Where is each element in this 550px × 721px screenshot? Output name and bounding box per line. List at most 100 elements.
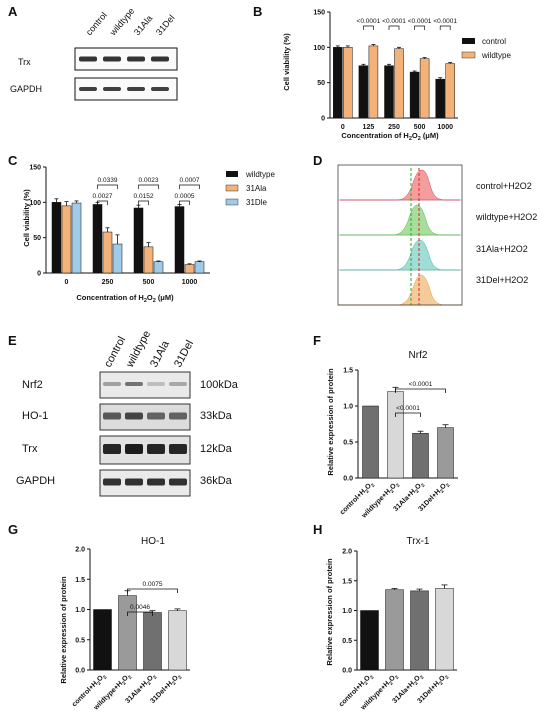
x-tick-label: 0: [341, 124, 345, 131]
legend-label: wildtype: [481, 51, 511, 60]
blot-band: [151, 87, 169, 91]
blot-box: [74, 77, 178, 101]
blot-size-label: 36kDa: [200, 475, 233, 487]
x-axis-label: Concentration of H2O2 (μM): [76, 293, 174, 304]
p-value-label: 0.0075: [143, 581, 163, 588]
flow-histograms: control+H2O2 wildtype+H2O2 31Ala+H2O2 31…: [337, 164, 537, 306]
lane-label: 31Ala: [132, 13, 154, 37]
bar: [71, 202, 82, 274]
blot-e: control wildtype 31Ala 31Del Nrf2 HO-1 T…: [16, 329, 239, 497]
y-tick-label: 0.5: [342, 638, 352, 645]
bar: [445, 63, 455, 119]
p-value-label: <0.0001: [433, 18, 457, 25]
x-axis-label: Concentration of H2O2 (μM): [341, 131, 439, 142]
bar: [153, 261, 164, 274]
bar: [435, 588, 454, 671]
p-value-label: 0.0152: [134, 193, 154, 200]
blot-band: [169, 382, 187, 386]
y-tick-label: 0.5: [75, 637, 85, 644]
panel-label-g: G: [8, 522, 18, 537]
bar: [368, 45, 379, 119]
significance-bracket: [97, 200, 108, 205]
blot-band: [169, 412, 187, 420]
blot-band: [147, 478, 165, 486]
bar: [174, 206, 185, 274]
panel-label-c: C: [8, 153, 18, 168]
bar: [343, 47, 353, 119]
legend-label: 31Ala: [246, 184, 267, 193]
blot-a: control wildtype 31Ala 31Del Trx GAPDH: [10, 6, 178, 101]
p-value-label: <0.0001: [357, 18, 381, 25]
blot-band: [103, 382, 121, 386]
blot-band: [125, 412, 143, 420]
bar: [194, 261, 205, 274]
bar: [184, 264, 195, 274]
y-tick-label: 100: [29, 200, 41, 207]
panel-label-a: A: [8, 4, 18, 19]
p-value-label: <0.0001: [408, 18, 432, 25]
blot-size-label: 33kDa: [200, 410, 233, 422]
bar: [384, 65, 394, 119]
blot-band: [147, 412, 165, 420]
significance-bracket: [127, 611, 153, 616]
chart-title: Trx-1: [407, 536, 430, 547]
y-tick-label: 0.0: [343, 476, 353, 483]
significance-bracket: [395, 412, 421, 417]
lane-label: 31Del: [154, 13, 177, 37]
bar: [419, 58, 430, 119]
panel-label-e: E: [8, 333, 17, 348]
x-tick-label: 500: [414, 124, 426, 131]
bar: [410, 590, 429, 671]
blot-band: [79, 56, 97, 62]
blot-band: [103, 412, 121, 420]
blot-band: [103, 478, 121, 486]
bar: [333, 47, 343, 119]
lane-label: 31Ala: [148, 338, 172, 369]
bar: [143, 612, 162, 671]
blot-band: [125, 478, 143, 486]
y-tick-label: 2.0: [75, 547, 85, 554]
p-value-label: 0.0339: [98, 177, 118, 184]
legend-swatch: [225, 198, 239, 206]
flow-row-label: 31Del+H2O2: [476, 275, 528, 285]
blot-band: [103, 444, 121, 454]
blot-band: [79, 87, 97, 91]
y-tick-label: 100: [313, 45, 325, 52]
bar: [133, 207, 144, 274]
y-tick-label: 50: [33, 235, 41, 242]
bar: [143, 246, 154, 274]
legend-swatch: [462, 38, 475, 44]
x-tick-label: 500: [143, 279, 155, 286]
blot-band: [103, 87, 121, 91]
p-value-label: <0.0001: [396, 405, 420, 412]
y-tick-label: 0.5: [343, 440, 353, 447]
legend-label: 31Dle: [246, 198, 267, 207]
legend-label: wildtype: [245, 170, 275, 179]
blot-band: [125, 382, 143, 386]
significance-bracket: [179, 200, 190, 205]
significance-bracket: [414, 25, 425, 30]
x-tick-label: 0: [65, 279, 69, 286]
chart-title: HO-1: [141, 536, 165, 547]
bar: [51, 202, 62, 274]
p-value-label: 0.0005: [175, 193, 195, 200]
panel-label-b: B: [253, 4, 262, 19]
blot-band: [103, 56, 121, 62]
bar: [385, 589, 404, 671]
y-tick-label: 1.0: [343, 404, 353, 411]
significance-bracket: [363, 25, 374, 30]
x-tick-label: 125: [363, 124, 375, 131]
lane-label: 31Del: [172, 338, 196, 369]
y-tick-label: 150: [29, 165, 41, 172]
blot-band: [151, 56, 169, 62]
blot-band: [125, 444, 143, 454]
legend-b: control wildtype: [461, 37, 511, 60]
blot-row-label: Nrf2: [22, 379, 43, 391]
y-axis-label: Relative expression of protein: [325, 558, 334, 666]
legend-c: wildtype 31Ala 31Dle: [225, 170, 275, 207]
p-value-label: <0.0001: [382, 18, 406, 25]
y-tick-label: 1.5: [342, 578, 352, 585]
significance-bracket: [388, 25, 400, 30]
p-value-label: 0.0007: [180, 177, 200, 184]
histogram-peak: [340, 239, 460, 271]
